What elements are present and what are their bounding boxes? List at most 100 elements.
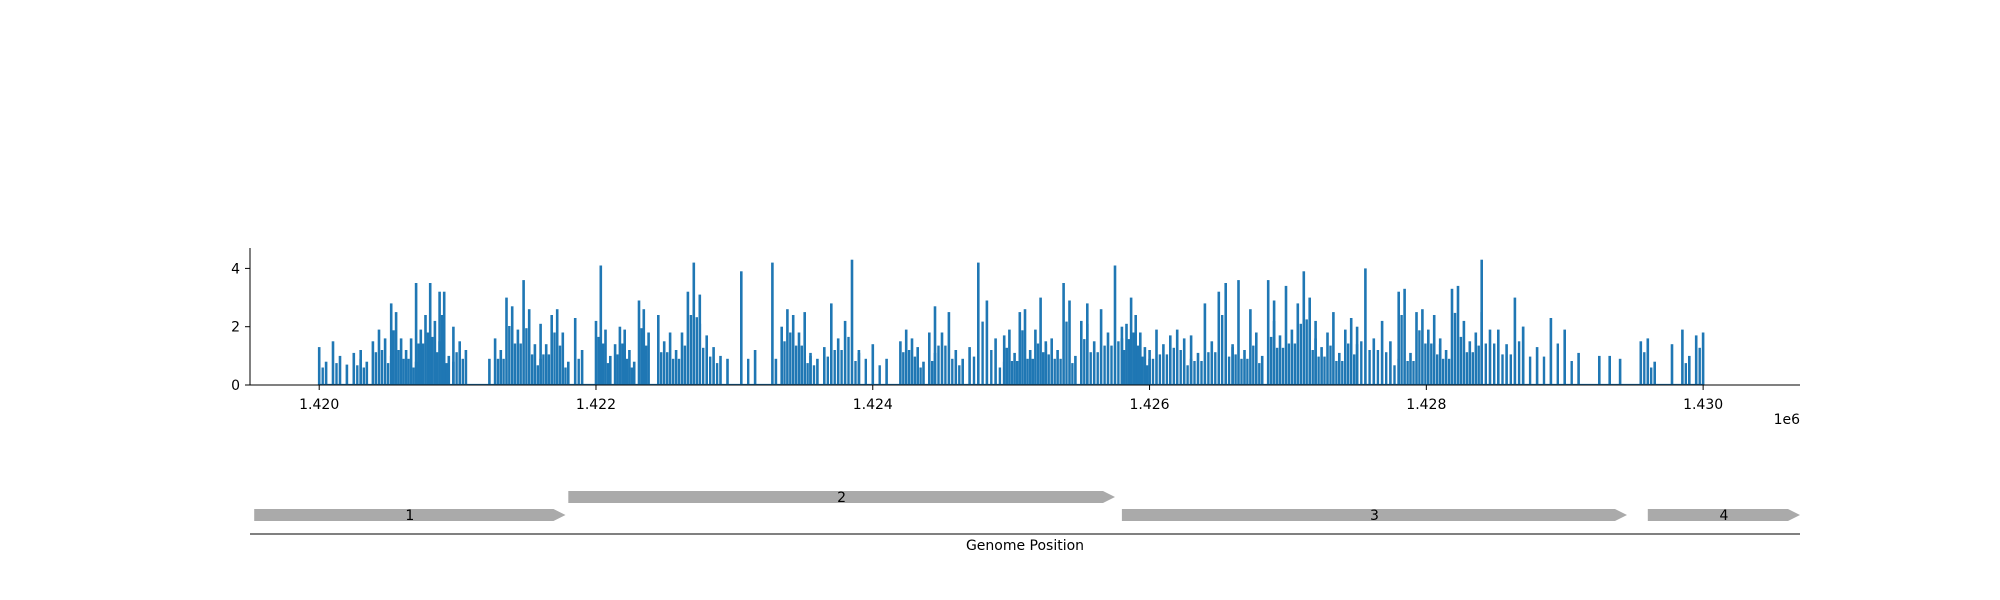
coverage-bar xyxy=(547,354,551,385)
coverage-bar xyxy=(1155,329,1158,385)
coverage-bar xyxy=(740,271,743,385)
coverage-bar xyxy=(994,338,997,385)
y-axis-ticks: 0 2 4 xyxy=(231,261,250,394)
coverage-bar xyxy=(440,315,444,385)
coverage-bar xyxy=(1207,352,1210,385)
coverage-bar xyxy=(380,350,384,385)
coverage-bar xyxy=(1099,309,1103,385)
coverage-bar xyxy=(597,336,600,385)
coverage-bar xyxy=(797,332,801,385)
coverage-bar xyxy=(944,345,947,385)
coverage-bar xyxy=(445,363,448,385)
coverage-bar xyxy=(1034,329,1037,385)
coverage-bar xyxy=(1249,309,1252,385)
coverage-bar xyxy=(561,332,565,385)
y-tick-label: 0 xyxy=(231,378,240,394)
coverage-bar xyxy=(402,358,405,385)
coverage-bar xyxy=(1080,320,1083,385)
coverage-bar xyxy=(1053,358,1056,385)
coverage-bar xyxy=(1347,343,1350,385)
coverage-bar xyxy=(567,361,570,385)
coverage-bar xyxy=(854,361,857,385)
coverage-bar xyxy=(1106,332,1110,385)
coverage-bar xyxy=(961,358,964,385)
coverage-bar xyxy=(447,355,451,385)
coverage-bar xyxy=(645,345,648,385)
coverage-bar xyxy=(424,315,427,385)
coverage-bar xyxy=(508,326,511,385)
coverage-bar xyxy=(383,338,387,385)
coverage-bar xyxy=(1326,332,1329,385)
coverage-bar xyxy=(550,315,553,385)
coverage-bar xyxy=(1169,335,1172,385)
coverage-bar xyxy=(1681,329,1684,385)
coverage-bar xyxy=(510,306,514,385)
coverage-bar xyxy=(726,358,729,385)
coverage-bar xyxy=(1376,350,1380,385)
coverage-bar xyxy=(438,291,441,385)
coverage-bar xyxy=(1089,352,1092,385)
coverage-bar xyxy=(1132,332,1135,385)
coverage-bar xyxy=(1036,343,1040,385)
coverage-bar xyxy=(1010,361,1014,385)
coverage-bar xyxy=(809,352,812,385)
coverage-bar xyxy=(647,332,650,385)
coverage-bar xyxy=(830,303,833,385)
coverage-bar xyxy=(1484,343,1487,385)
coverage-bar xyxy=(1296,303,1300,385)
coverage-bar xyxy=(442,291,446,385)
coverage-bar xyxy=(1418,330,1421,385)
coverage-bar xyxy=(409,338,413,385)
coverage-bar xyxy=(1450,288,1454,385)
coverage-bar xyxy=(621,343,624,385)
gene-label: 3 xyxy=(1370,508,1379,524)
coverage-bar xyxy=(502,358,505,385)
x-tick-label: 1.428 xyxy=(1406,397,1446,413)
coverage-bar xyxy=(1459,336,1463,385)
coverage-bar xyxy=(573,318,577,385)
coverage-bar xyxy=(1332,312,1335,385)
coverage-bar xyxy=(389,303,393,385)
coverage-bar xyxy=(692,262,696,385)
coverage-bar xyxy=(1110,345,1113,385)
coverage-bar xyxy=(705,335,708,385)
coverage-bar xyxy=(922,361,925,385)
y-tick-label: 4 xyxy=(231,261,240,277)
coverage-bar xyxy=(555,309,559,385)
coverage-bar xyxy=(990,350,993,385)
coverage-bar xyxy=(525,328,528,385)
coverage-bar xyxy=(668,332,672,385)
coverage-bar xyxy=(618,326,622,385)
coverage-bar xyxy=(404,350,408,385)
coverage-bar xyxy=(680,332,684,385)
coverage-bar xyxy=(1338,352,1341,385)
coverage-bar xyxy=(1577,352,1580,385)
coverage-bar xyxy=(1120,338,1124,385)
coverage-bar xyxy=(1200,361,1203,385)
coverage-bar xyxy=(599,265,603,385)
coverage-bar xyxy=(377,329,381,385)
coverage-bar xyxy=(1471,352,1474,385)
coverage-bar xyxy=(1237,280,1240,385)
coverage-bar xyxy=(695,317,698,385)
coverage-bar xyxy=(850,259,854,385)
coverage-bar xyxy=(1646,338,1650,385)
coverage-bar xyxy=(864,358,867,385)
coverage-bar xyxy=(1193,361,1196,385)
coverage-bar xyxy=(499,350,503,385)
coverage-bar xyxy=(1427,329,1430,385)
coverage-bar xyxy=(362,367,365,385)
coverage-bar xyxy=(1129,297,1133,385)
coverage-bar xyxy=(464,350,468,385)
coverage-bar xyxy=(1240,358,1243,385)
coverage-bar xyxy=(436,352,439,385)
coverage-bar xyxy=(455,352,458,385)
coverage-bar xyxy=(1517,341,1521,385)
coverage-bar xyxy=(433,320,437,385)
coverage-bar xyxy=(386,363,390,385)
coverage-bar xyxy=(1456,285,1460,385)
coverage-bar xyxy=(616,354,619,385)
coverage-bar xyxy=(609,355,612,385)
coverage-bar xyxy=(774,358,778,385)
coverage-bar xyxy=(321,367,324,385)
